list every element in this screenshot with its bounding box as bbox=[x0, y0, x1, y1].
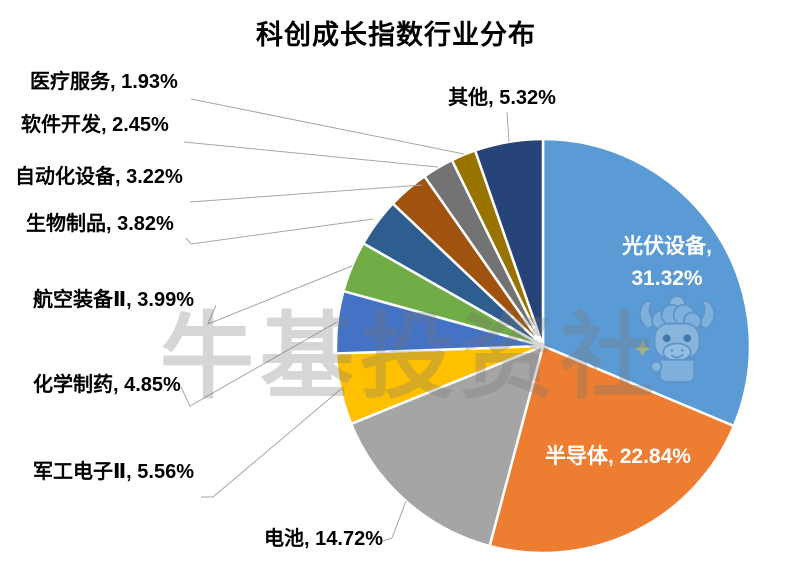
leader-line-5 bbox=[207, 265, 353, 325]
leader-line-9 bbox=[190, 98, 465, 155]
sparkle-icon bbox=[634, 340, 651, 357]
leader-line-6 bbox=[185, 218, 374, 245]
bull-mascot-icon bbox=[634, 293, 716, 383]
leader-line-3 bbox=[201, 388, 342, 498]
pie-slice-1 bbox=[488, 344, 736, 555]
leader-line-10 bbox=[506, 111, 510, 143]
leader-line-4 bbox=[180, 321, 338, 407]
chart-title: 科创成长指数行业分布 bbox=[256, 20, 536, 50]
leader-line-7 bbox=[189, 184, 423, 203]
pie-slice-0 bbox=[541, 137, 752, 428]
leader-line-2 bbox=[382, 500, 407, 542]
leader-line-8 bbox=[183, 141, 439, 168]
